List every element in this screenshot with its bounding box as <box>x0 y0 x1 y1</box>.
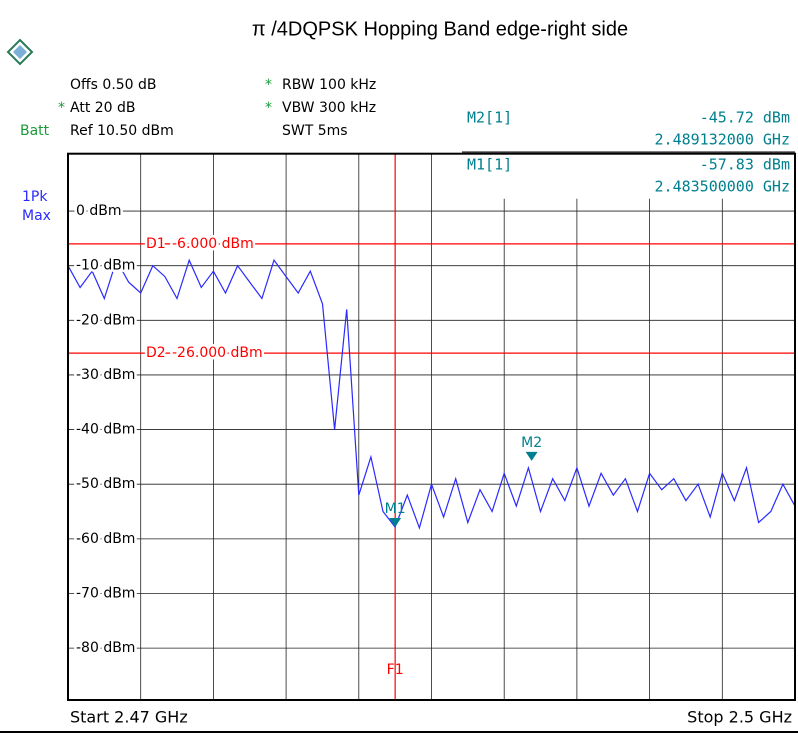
y-tick-label: -70 dBm <box>76 585 135 601</box>
reference: Ref 10.50 dBm <box>70 123 174 139</box>
y-tick-label: -40 dBm <box>76 422 135 438</box>
display-line-name: D2 <box>146 345 166 361</box>
trace <box>67 258 796 530</box>
marker-label: M1 <box>385 501 406 517</box>
marker-frequency: 2.489132000 GHz <box>655 131 790 149</box>
star: * <box>58 100 65 116</box>
vbw: VBW 300 kHz <box>282 100 376 116</box>
marker <box>389 517 402 527</box>
display-line-label: -6.000 dBm <box>172 236 254 252</box>
detector: 1Pk <box>22 189 48 205</box>
attenuation: Att 20 dB <box>70 100 136 116</box>
display-line-label: -26.000 dBm <box>172 345 263 361</box>
x-start-label: Start 2.47 GHz <box>70 708 188 727</box>
y-tick-label: -80 dBm <box>76 640 135 656</box>
detector: Max <box>22 208 51 224</box>
y-tick-label: -20 dBm <box>76 312 135 328</box>
display-line-name: D1 <box>146 236 166 252</box>
star: * <box>265 100 272 116</box>
marker-frequency: 2.483500000 GHz <box>655 178 790 196</box>
sweep-time: SWT 5ms <box>282 123 348 139</box>
logo <box>6 38 34 66</box>
marker-label: M2 <box>521 435 542 451</box>
battery: Batt <box>20 123 50 139</box>
x-stop-label: Stop 2.5 GHz <box>687 708 792 727</box>
marker-level: -45.72 dBm <box>700 109 790 127</box>
star: * <box>265 77 272 93</box>
frequency-line-name: F1 <box>387 662 404 678</box>
marker-name: M2[1] <box>467 109 512 127</box>
plot-frame <box>67 152 796 701</box>
y-tick-label: -30 dBm <box>76 367 135 383</box>
y-tick-label: -60 dBm <box>76 531 135 547</box>
chart-title: π /4DQPSK Hopping Band edge-right side <box>252 18 628 40</box>
y-tick-label: 0 dBm <box>76 203 122 219</box>
marker-level: -57.83 dBm <box>700 156 790 174</box>
y-tick-label: -10 dBm <box>76 258 135 274</box>
marker <box>525 451 538 461</box>
marker-name: M1[1] <box>467 156 512 174</box>
rbw: RBW 100 kHz <box>282 77 376 93</box>
offset: Offs 0.50 dB <box>70 77 157 93</box>
marker-box <box>462 153 795 199</box>
y-tick-label: -50 dBm <box>76 476 135 492</box>
